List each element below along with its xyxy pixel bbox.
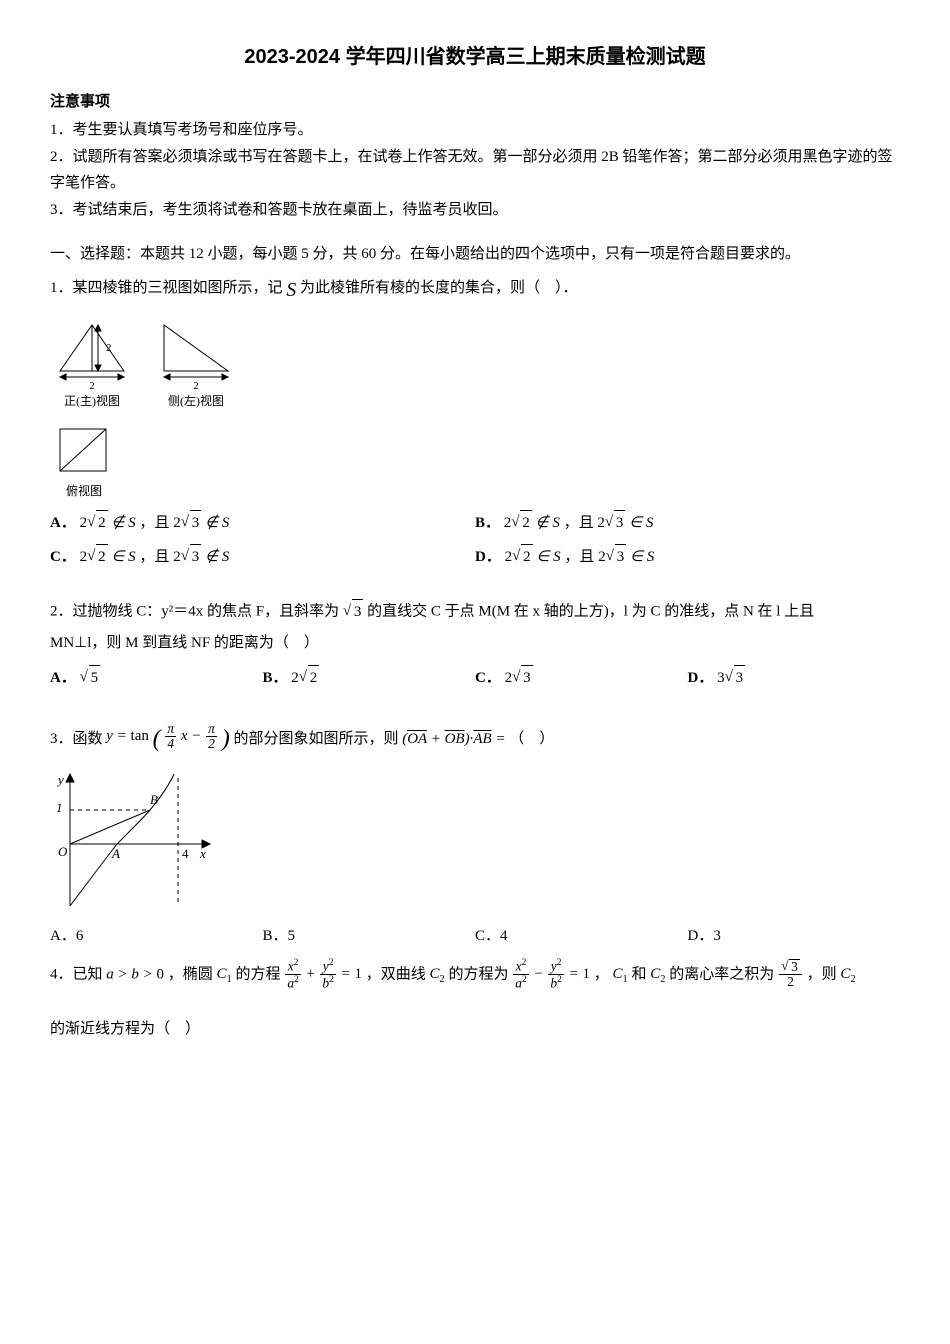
svg-text:A: A (111, 846, 120, 861)
notice-item: 1．考生要认真填写考场号和座位序号。 (50, 118, 900, 144)
notice-item: 3．考试结束后，考生须将试卷和答题卡放在桌面上，待监考员收回。 (50, 198, 900, 224)
svg-text:O: O (58, 844, 68, 859)
side-view-label: 侧(左)视图 (168, 391, 224, 411)
section-heading: 一、选择题：本题共 12 小题，每小题 5 分，共 60 分。在每小题给出的四个… (50, 242, 900, 268)
q2-options: A． 5 B． 22 C． 23 D． 33 (50, 665, 900, 692)
svg-text:2: 2 (193, 380, 199, 391)
svg-text:4: 4 (182, 846, 189, 861)
question-2: 2．过抛物线 C：y²＝4x 的焦点 F，且斜率为 3 的直线交 C 于点 M(… (50, 599, 900, 626)
svg-text:y: y (56, 772, 64, 787)
front-view-figure: 2 2 正(主)视图 (50, 317, 134, 411)
front-view-label: 正(主)视图 (64, 391, 120, 411)
side-view-svg: 2 (154, 317, 238, 391)
q1-options-row1: A． 22 ∉ S ，且 23 ∉ S B． 22 ∉ S ，且 23 ∈ S (50, 510, 900, 537)
svg-text:B: B (150, 792, 158, 807)
top-view-label: 俯视图 (66, 481, 102, 501)
q2-option-b: B． 22 (263, 665, 476, 692)
svg-text:2: 2 (89, 380, 95, 391)
q1-figures: 2 2 正(主)视图 2 侧(左)视图 (50, 317, 900, 411)
question-1: 1．某四棱锥的三视图如图所示，记 S 为此棱锥所有棱的长度的集合，则（ ）． (50, 273, 900, 307)
question-4-line2: 的渐近线方程为（ ） (50, 1017, 900, 1043)
top-view-figure: 俯视图 (50, 421, 118, 501)
side-view-figure: 2 侧(左)视图 (154, 317, 238, 411)
q1-option-b: B． 22 ∉ S ，且 23 ∈ S (475, 510, 900, 537)
q3-figure: 1 O A B 4 x y (50, 766, 900, 916)
q2-option-c: C． 23 (475, 665, 688, 692)
q2-option-d: D． 33 (688, 665, 901, 692)
notice-heading: 注意事项 (50, 90, 900, 116)
q3-option-b: B．5 (263, 924, 476, 950)
svg-text:2: 2 (106, 342, 112, 354)
question-3: 3．函数 y = tan ( π4 x − π2 ) 的部分图象如图所示，则 (… (50, 719, 900, 760)
q1-suffix: 为此棱锥所有棱的长度的集合，则（ ）． (300, 280, 578, 296)
svg-text:1: 1 (56, 800, 63, 815)
q3-options: A．6 B．5 C．4 D．3 (50, 924, 900, 950)
notice-item: 2．试题所有答案必须填涂或书写在答题卡上，在试卷上作答无效。第一部分必须用 2B… (50, 145, 900, 196)
q3-option-d: D．3 (688, 924, 901, 950)
page-title: 2023-2024 学年四川省数学高三上期末质量检测试题 (50, 40, 900, 74)
q3-graph-svg: 1 O A B 4 x y (50, 766, 220, 916)
q1-option-a: A． 22 ∉ S ，且 23 ∉ S (50, 510, 475, 537)
q1-options-row2: C． 22 ∈ S ，且 23 ∉ S D． 22 ∈ S ，且 23 ∈ S (50, 544, 900, 571)
q1-s-variable: S (286, 279, 296, 301)
front-view-svg: 2 2 (50, 317, 134, 391)
q1-option-c: C． 22 ∈ S ，且 23 ∉ S (50, 544, 475, 571)
q1-prefix: 1．某四棱锥的三视图如图所示，记 (50, 280, 283, 296)
q2-option-a: A． 5 (50, 665, 263, 692)
svg-text:x: x (199, 846, 206, 861)
q3-option-a: A．6 (50, 924, 263, 950)
top-view-svg (52, 421, 116, 481)
question-4: 4．已知 a > b > 0 ，椭圆 C1 的方程 x2a2 + y2b2 = … (50, 958, 900, 992)
question-2-line2: MN⊥l，则 M 到直线 NF 的距离为（ ） (50, 631, 900, 657)
q3-option-c: C．4 (475, 924, 688, 950)
q1-option-d: D． 22 ∈ S ，且 23 ∈ S (475, 544, 900, 571)
